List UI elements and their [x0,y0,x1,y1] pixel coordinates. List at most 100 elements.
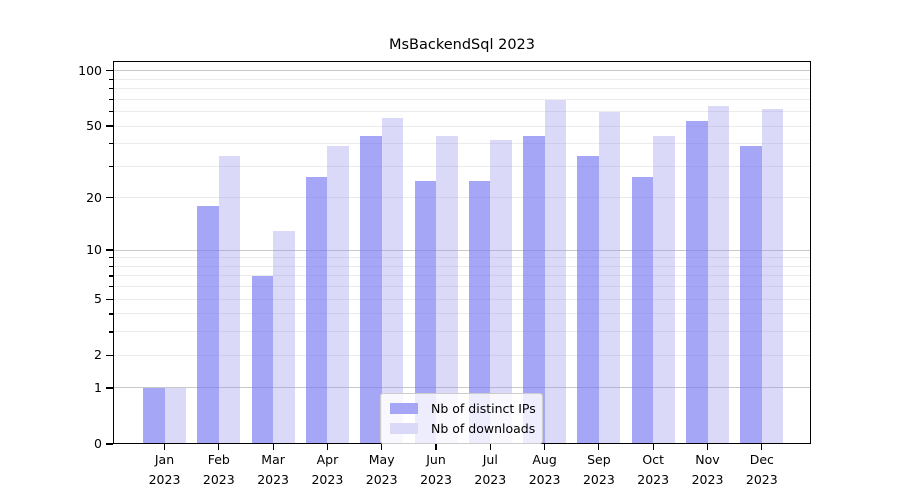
x-tick-label-aug: Aug 2023 [514,450,576,489]
y-gridline-minor [113,298,811,300]
bar-nb-of-downloads-dec [761,108,784,444]
bar-nb-of-downloads-may [381,118,404,444]
y-gridline-major [113,387,811,389]
bar-nb-of-distinct-ips-jul [468,180,491,444]
x-tick-month: Jul [482,452,498,467]
x-tick-label-may: May 2023 [351,450,413,489]
legend-row-downloads: Nb of downloads [390,418,536,438]
x-tick [652,444,654,450]
y-gridline-minor [113,125,811,127]
x-tick-year: 2023 [257,471,289,487]
y-gridline-major [113,249,811,251]
bar-nb-of-distinct-ips-mar [251,275,274,444]
bar-nb-of-distinct-ips-may [360,136,382,444]
y-tick [106,70,113,72]
y-gridline-minor [113,265,811,267]
y-tick-label: 20 [86,189,102,205]
y-gridline-minor [113,98,811,100]
y-gridline-minor [113,197,811,199]
x-tick [326,444,328,450]
downloads-swatch-icon [390,422,418,434]
x-tick-label-dec: Dec 2023 [731,450,793,489]
x-tick-year: 2023 [202,471,235,487]
y-tick [106,354,113,356]
y-minor-tick [109,98,113,100]
bar-nb-of-distinct-ips-nov [686,121,708,444]
x-tick-label-sep: Sep 2023 [568,450,630,489]
bar-nb-of-downloads-sep [598,111,621,444]
x-tick-month: May [368,452,395,467]
x-tick-year: 2023 [474,471,507,487]
y-minor-tick [109,331,113,333]
chart-title: MsBackendSql 2023 [388,37,535,53]
y-gridline-minor [113,165,811,167]
y-minor-tick [109,88,113,90]
y-gridline-minor [113,257,811,259]
x-tick-year: 2023 [582,471,615,487]
y-gridline-minor [113,143,811,145]
legend-label-downloads: Nb of downloads [431,420,536,436]
bar-nb-of-downloads-nov [707,106,729,444]
bar-nb-of-distinct-ips-oct [631,177,654,444]
y-gridline-major [113,70,811,72]
y-gridline-minor [113,354,811,356]
x-tick-month: Nov [695,452,720,467]
x-tick-year: 2023 [148,471,181,487]
x-tick-month: Dec [749,452,774,467]
x-tick [381,444,383,450]
y-tick-label: 10 [86,242,102,258]
y-tick-label: 5 [94,291,102,307]
x-tick-label-jan: Jan 2023 [134,450,196,489]
plot-area [113,61,811,444]
y-tick [106,125,113,127]
bar-nb-of-distinct-ips-dec [740,145,762,444]
bar-nb-of-downloads-mar [273,230,295,444]
x-tick-year: 2023 [528,471,561,487]
x-tick-label-apr: Apr 2023 [296,450,358,489]
y-gridline-minor [113,78,811,80]
x-tick [489,444,491,450]
x-tick-month: Apr [316,452,339,467]
x-tick [761,444,763,450]
bar-nb-of-distinct-ips-sep [577,156,599,444]
bar-nb-of-downloads-jul [490,139,512,444]
x-tick-label-jun: Jun 2023 [405,450,467,489]
x-tick-year: 2023 [745,471,778,487]
y-gridline-minor [113,313,811,315]
y-minor-tick [109,143,113,145]
x-tick-year: 2023 [691,471,724,487]
x-tick [163,444,166,450]
distinct-ips-swatch-icon [390,402,418,414]
x-tick-month: Aug [532,452,557,467]
legend-label-distinct-ips: Nb of distinct IPs [431,400,536,416]
y-gridline-minor [113,111,811,113]
y-tick-label: 1 [94,379,102,395]
x-tick-label-jul: Jul 2023 [459,450,521,489]
bar-nb-of-distinct-ips-feb [197,205,219,444]
x-tick-label-nov: Nov 2023 [677,450,739,489]
x-tick-year: 2023 [365,471,398,487]
x-tick [706,444,709,450]
y-tick-label: 50 [86,118,102,134]
y-tick [106,249,113,251]
y-tick [106,443,113,445]
bar-nb-of-distinct-ips-aug [523,136,545,444]
y-tick-label: 0 [94,436,102,451]
y-tick [106,298,113,300]
x-tick-month: Sep [587,452,611,467]
y-minor-tick [109,78,113,80]
x-tick-label-mar: Mar 2023 [242,450,304,489]
legend: Nb of distinct IPs Nb of downloads [380,393,543,444]
x-tick [435,444,437,450]
x-tick-month: Jan [154,452,175,467]
bar-nb-of-downloads-oct [653,136,675,444]
x-tick-year: 2023 [420,471,452,487]
y-gridline-minor [113,275,811,277]
y-tick-label: 100 [78,62,102,78]
bar-nb-of-distinct-ips-jan [143,387,165,444]
x-tick-label-oct: Oct 2023 [622,450,684,489]
y-tick-label: 2 [94,347,102,363]
x-tick-year: 2023 [637,471,670,487]
y-minor-tick [109,165,113,167]
bar-nb-of-downloads-jun [436,136,458,444]
